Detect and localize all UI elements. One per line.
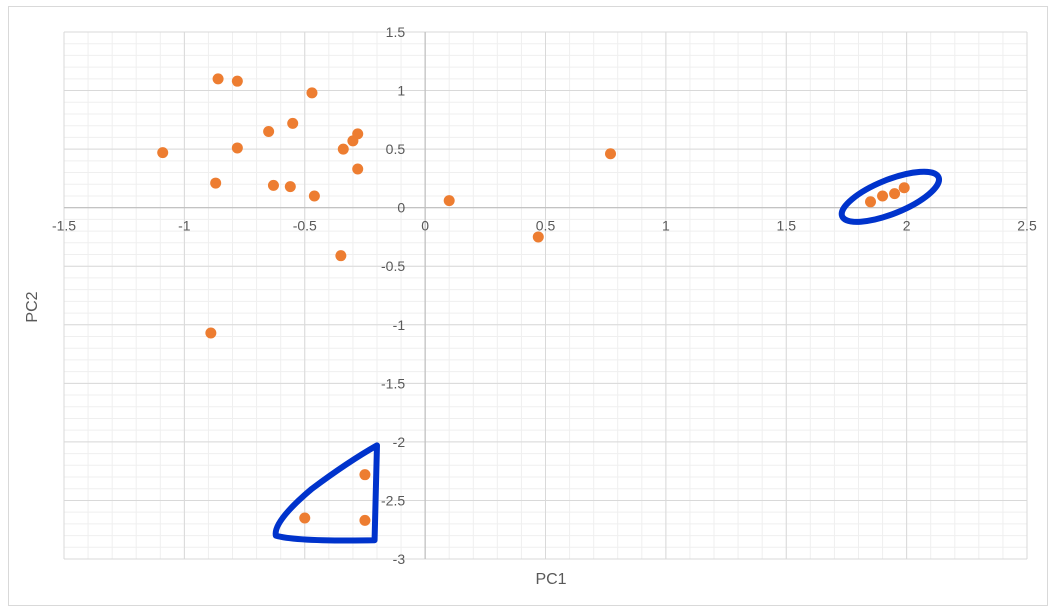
y-tick-label: 0.5 [386,141,406,157]
x-tick-label: 0.5 [536,218,556,234]
y-tick-label: -1 [393,317,406,333]
data-point [532,231,544,243]
data-point [299,512,311,524]
y-tick-label: -3 [393,551,406,567]
tick-labels: -1.5 -1 -0.5 0 0.5 1 1.5 2 2.5 -3 -2.5 -2 -1.5 -1 -0.5… [52,24,1037,567]
y-tick-label: -1.5 [381,375,405,391]
y-tick-label: -0.5 [381,258,405,274]
highlight-triangle [272,442,380,544]
x-tick-label: 0 [421,218,429,234]
data-point [287,117,299,129]
data-point [443,195,455,207]
y-tick-label: 1.5 [386,24,406,40]
data-point [352,163,364,175]
data-point [210,177,222,189]
data-point [231,75,243,87]
data-point [284,181,296,193]
chart-area: -1.5 -1 -0.5 0 0.5 1 1.5 2 2.5 -3 -2.5 -2 -1.5 -1 -0.5… [8,6,1048,606]
y-axis-title: PC2 [24,291,41,322]
y-tick-label: 1 [397,83,405,99]
data-point [865,196,877,208]
x-tick-label: 1.5 [777,218,797,234]
data-point [898,182,910,194]
data-points [157,73,910,526]
data-point [352,128,364,140]
data-point [267,179,279,191]
data-point [308,190,320,202]
data-point [157,147,169,159]
x-tick-label: 1 [662,218,670,234]
data-point [212,73,224,85]
x-axis-title: PC1 [535,571,566,588]
data-point [306,87,318,99]
highlight-ellipse [838,168,942,225]
data-point [337,143,349,155]
x-tick-label: -0.5 [293,218,317,234]
gridlines [63,31,1028,560]
y-tick-label: 0 [397,200,405,216]
x-tick-label: 2.5 [1017,218,1037,234]
data-point [263,126,275,138]
data-point [889,188,901,200]
scatter-plot: -1.5 -1 -0.5 0 0.5 1 1.5 2 2.5 -3 -2.5 -2 -1.5 -1 -0.5… [24,24,1037,588]
data-point [359,514,371,526]
x-tick-label: -1.5 [52,218,76,234]
data-point [605,148,617,160]
data-point [205,327,217,339]
x-tick-label: 2 [903,218,911,234]
data-point [335,250,347,262]
data-point [877,190,889,202]
data-point [231,142,243,154]
x-tick-label: -1 [178,218,191,234]
highlight-annotations [272,168,942,544]
y-tick-label: -2 [393,434,406,450]
data-point [359,469,371,481]
y-tick-label: -2.5 [381,492,405,508]
axes [64,32,1027,559]
